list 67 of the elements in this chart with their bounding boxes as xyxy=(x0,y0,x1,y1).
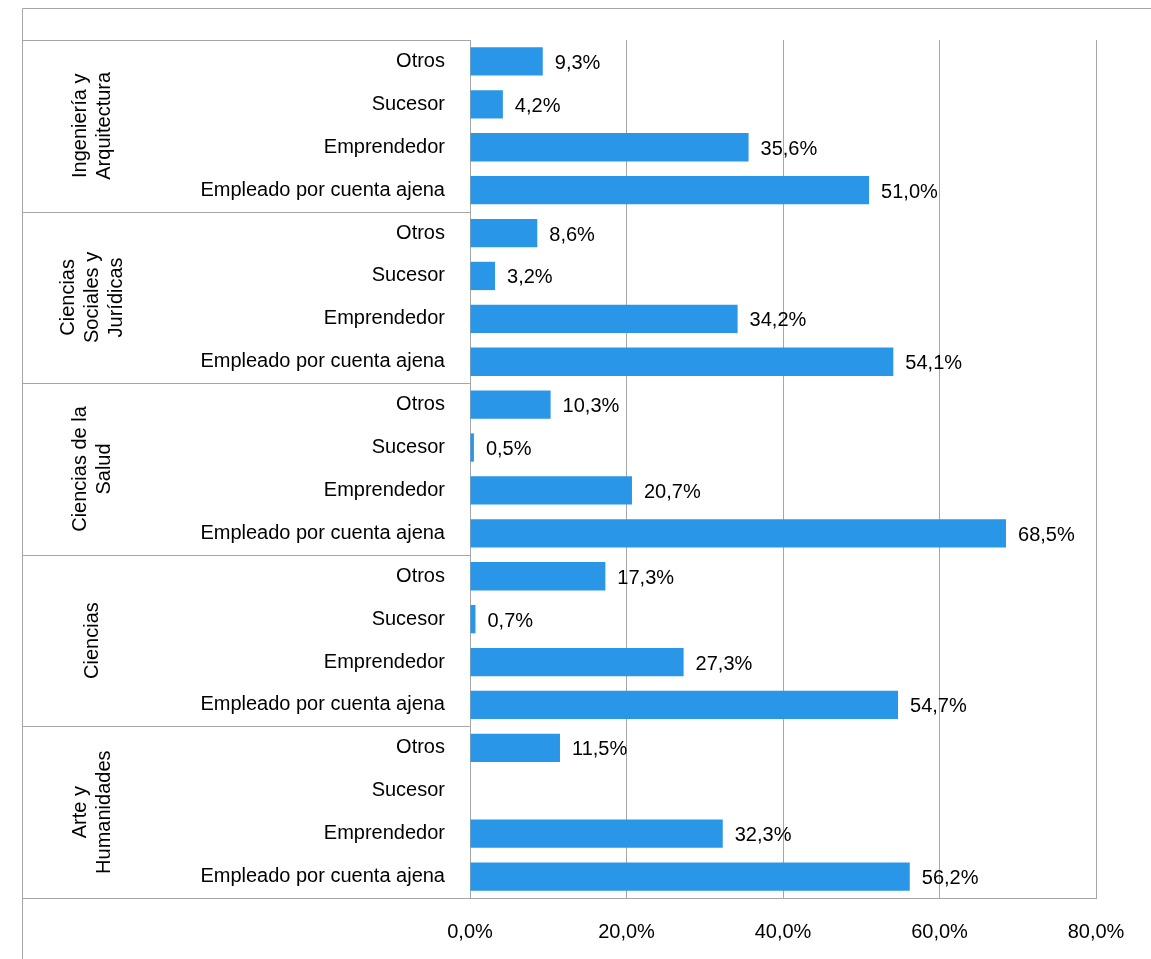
x-tick-label: 20,0% xyxy=(598,919,656,942)
data-label: 17,3% xyxy=(617,565,675,588)
bar xyxy=(470,519,1007,548)
bar xyxy=(470,562,606,591)
bar xyxy=(470,690,899,720)
data-label: 20,7% xyxy=(643,479,701,502)
data-label: 68,5% xyxy=(1018,522,1075,545)
bar xyxy=(470,647,684,677)
data-label: 51,0% xyxy=(881,179,938,202)
y-tick-label: Otros xyxy=(396,220,445,243)
x-tick-label: 60,0% xyxy=(911,919,969,942)
bar xyxy=(470,390,551,419)
data-label: 10,3% xyxy=(562,394,620,417)
data-label: 3,2% xyxy=(507,265,553,288)
y-tick-label: Otros xyxy=(396,48,445,71)
bar xyxy=(470,175,870,205)
data-label: 9,3% xyxy=(554,50,601,73)
y-tick-label: Sucesor xyxy=(371,91,446,114)
y-tick-label: Empleado por cuenta ajena xyxy=(200,692,446,715)
x-tick-label: 80,0% xyxy=(1067,919,1125,942)
y-tick-label: Emprendedor xyxy=(323,477,446,500)
bar xyxy=(470,733,560,763)
bar xyxy=(470,261,496,291)
bar xyxy=(470,476,632,505)
data-label: 54,1% xyxy=(905,351,963,374)
bar xyxy=(470,347,894,376)
y-tick-label: Empleado por cuenta ajena xyxy=(200,177,446,200)
bar xyxy=(470,133,749,162)
y-tick-label: Emprendedor xyxy=(323,821,446,844)
bar xyxy=(470,862,910,891)
text: Arte y Humanidades xyxy=(67,750,114,874)
data-label: 0,7% xyxy=(487,608,534,631)
y-tick-label: Empleado por cuenta ajena xyxy=(200,864,446,887)
bar xyxy=(470,90,503,119)
y-tick-label: Sucesor xyxy=(371,435,446,458)
y-tick-label: Sucesor xyxy=(371,606,446,629)
y-tick-label: Otros xyxy=(396,563,445,586)
y-tick-label: Otros xyxy=(396,392,445,415)
bar xyxy=(470,433,474,462)
y-tick-label: Otros xyxy=(396,735,445,758)
data-label: 56,2% xyxy=(921,866,979,889)
y-tick-label: Emprendedor xyxy=(323,649,446,672)
data-label: 54,7% xyxy=(910,694,967,717)
y-tick-label: Sucesor xyxy=(371,263,446,286)
y-tick-label: Empleado por cuenta ajena xyxy=(200,520,446,543)
bar xyxy=(470,218,538,248)
text: Ciencias de la Salud xyxy=(67,405,114,532)
data-label: 35,6% xyxy=(760,136,818,159)
text: Ciencias xyxy=(79,602,102,679)
data-label: 8,6% xyxy=(549,222,596,245)
bar xyxy=(470,47,543,76)
text: Ciencias Sociales y Jurídicas xyxy=(55,251,126,343)
data-label: 0,5% xyxy=(485,437,532,460)
data-label: 34,2% xyxy=(749,308,807,331)
data-label: 32,3% xyxy=(734,823,792,846)
bar xyxy=(470,819,723,848)
x-tick-label: 40,0% xyxy=(754,919,812,942)
data-label: 4,2% xyxy=(514,93,561,116)
bar xyxy=(470,304,738,334)
y-tick-label: Emprendedor xyxy=(323,134,446,157)
y-tick-label: Emprendedor xyxy=(323,306,446,329)
y-tick-label: Empleado por cuenta ajena xyxy=(200,349,446,372)
text: Ingeniería y Arquitectura xyxy=(67,71,114,180)
data-label: 11,5% xyxy=(571,737,628,760)
x-tick-label: 0,0% xyxy=(447,919,494,942)
data-label: 27,3% xyxy=(695,651,753,674)
y-tick-label: Sucesor xyxy=(371,778,446,801)
